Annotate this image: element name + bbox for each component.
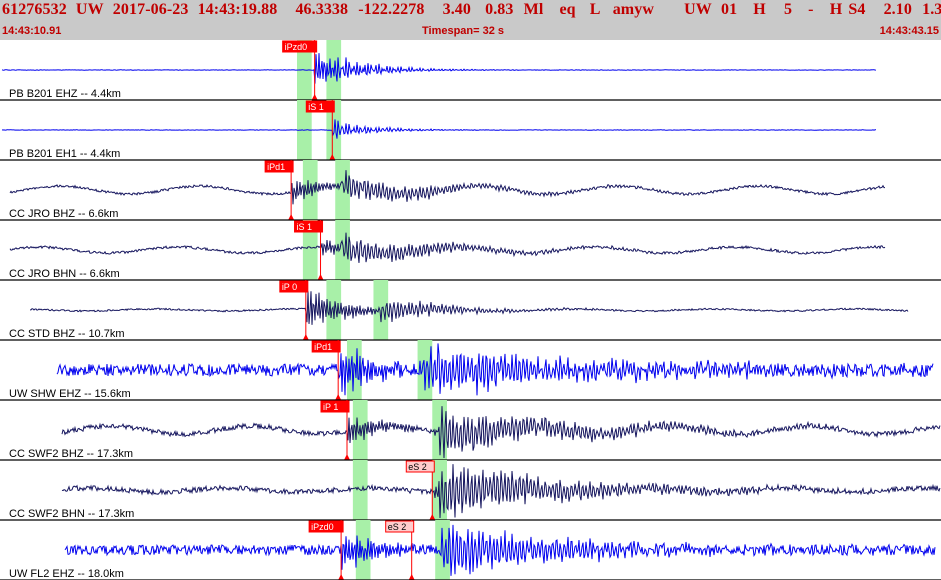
time-end-label: 14:43:43.15	[879, 25, 939, 37]
pick-label: eS 2	[388, 522, 407, 532]
pick-label: iPd1	[314, 342, 332, 352]
gap-code: H	[829, 1, 843, 18]
pick-label: iPzd0	[311, 522, 334, 532]
network-code: UW	[75, 1, 104, 18]
waveform-line	[9, 170, 885, 205]
event-depth: 3.40	[442, 1, 471, 18]
event-time: 14:43:19.88	[197, 1, 278, 18]
count-value: 5	[783, 1, 793, 18]
value-two: 1.30	[922, 1, 941, 18]
pick-box	[305, 100, 335, 113]
event-longitude: -122.2278	[358, 1, 425, 18]
station-label: CC JRO BHN -- 6.6km	[9, 268, 120, 280]
pick-marker	[338, 574, 345, 580]
waveform-line	[30, 291, 909, 325]
time-window	[302, 220, 318, 280]
station-label: CC SWF2 BHN -- 17.3km	[9, 508, 134, 520]
waveform-line	[1, 119, 876, 139]
trace-row: PB B201 EHZ -- 4.4km iPzd0	[0, 40, 941, 101]
pick-label: eS 2	[408, 462, 427, 472]
pick-label: iPd1	[267, 162, 285, 172]
event-magnitude: 0.83	[485, 1, 514, 18]
trace-row: CC SWF2 BHZ -- 17.3km iP 1	[0, 400, 941, 461]
pick-marker	[311, 94, 318, 100]
pick-marker	[429, 514, 436, 520]
event-flag: L	[589, 1, 601, 18]
trace-row: PB B201 EH1 -- 4.4km iS 1	[0, 100, 941, 161]
station-label: PB B201 EHZ -- 4.4km	[9, 88, 121, 100]
pick-label: iS 1	[297, 222, 313, 232]
trace-row: UW SHW EHZ -- 15.6km iPd1	[0, 340, 941, 401]
waveform-line	[61, 406, 941, 459]
pick-box	[264, 160, 294, 173]
pick-label: iP 0	[282, 282, 297, 292]
time-window	[326, 280, 342, 340]
event-summary-line: 61276532 UW 2017-06-23 14:43:19.88 46.33…	[2, 1, 941, 19]
pick-label: iPzd0	[285, 42, 308, 52]
waveform-line	[56, 343, 934, 396]
pick-box	[279, 280, 309, 293]
trace-row: UW FL2 EHZ -- 18.0km iPzd0 eS 2	[0, 520, 941, 580]
trace-row: CC SWF2 BHN -- 17.3km eS 2	[0, 460, 941, 521]
time-start-label: 14:43:10.91	[2, 25, 62, 37]
event-latitude: 46.3338	[295, 1, 349, 18]
time-window	[373, 280, 389, 340]
pick-marker	[408, 574, 415, 580]
time-window	[346, 340, 362, 400]
pick-marker	[329, 154, 336, 160]
pick-box	[405, 460, 435, 473]
quality-code: H	[753, 1, 766, 18]
trace-row: CC STD BHZ -- 10.7km iP 0	[0, 280, 941, 341]
pick-box	[294, 220, 324, 233]
source-code: UW	[684, 1, 712, 18]
timespan-label: Timespan= 32 s	[422, 25, 505, 37]
version-code: 01	[720, 1, 738, 18]
pick-marker	[317, 274, 324, 280]
magnitude-type: Ml	[523, 1, 544, 18]
waveform-line	[9, 232, 886, 263]
dash-separator: -	[808, 1, 814, 18]
station-label: UW FL2 EHZ -- 18.0km	[9, 568, 124, 580]
seismogram-plot: PB B201 EHZ -- 4.4km iPzd0 PB B201 EH1 -- …	[0, 40, 941, 580]
analyst-name: amyw	[612, 1, 654, 18]
trace-row: CC JRO BHN -- 6.6km iS 1	[0, 220, 941, 281]
event-header-bar: 61276532 UW 2017-06-23 14:43:19.88 46.33…	[0, 0, 941, 40]
pick-marker	[302, 334, 309, 340]
station-label: UW SHW EHZ -- 15.6km	[9, 388, 131, 400]
event-type: eq	[559, 1, 576, 18]
waveform-line	[64, 524, 936, 576]
station-label: PB B201 EH1 -- 4.4km	[9, 148, 120, 160]
event-date: 2017-06-23	[112, 1, 189, 18]
station-label: CC JRO BHZ -- 6.6km	[9, 208, 118, 220]
pick-label: iS 1	[308, 102, 324, 112]
pick-box	[385, 520, 415, 533]
pick-marker	[288, 214, 295, 220]
trace-row: CC JRO BHZ -- 6.6km iPd1	[0, 160, 941, 221]
time-window	[326, 40, 342, 100]
s-code: S4	[848, 1, 866, 18]
pick-marker	[343, 454, 350, 460]
event-id: 61276532	[2, 1, 67, 18]
station-label: CC STD BHZ -- 10.7km	[9, 328, 125, 340]
waveform-line	[1, 53, 877, 84]
pick-box	[282, 40, 318, 53]
pick-box	[311, 340, 341, 353]
pick-label: iP 1	[323, 402, 338, 412]
pick-box	[308, 520, 344, 533]
value-one: 2.10	[883, 1, 912, 18]
pick-box	[320, 400, 350, 413]
waveform-line	[61, 464, 941, 519]
pick-marker	[335, 394, 342, 400]
station-label: CC SWF2 BHZ -- 17.3km	[9, 448, 133, 460]
